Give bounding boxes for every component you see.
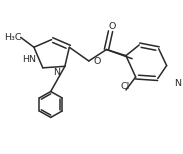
Text: O: O xyxy=(109,22,116,31)
Text: O: O xyxy=(93,57,100,66)
Text: N: N xyxy=(174,79,181,88)
Text: H₃C: H₃C xyxy=(4,33,22,42)
Text: N: N xyxy=(53,68,60,77)
Text: Cl: Cl xyxy=(120,82,130,91)
Text: HN: HN xyxy=(22,55,36,64)
